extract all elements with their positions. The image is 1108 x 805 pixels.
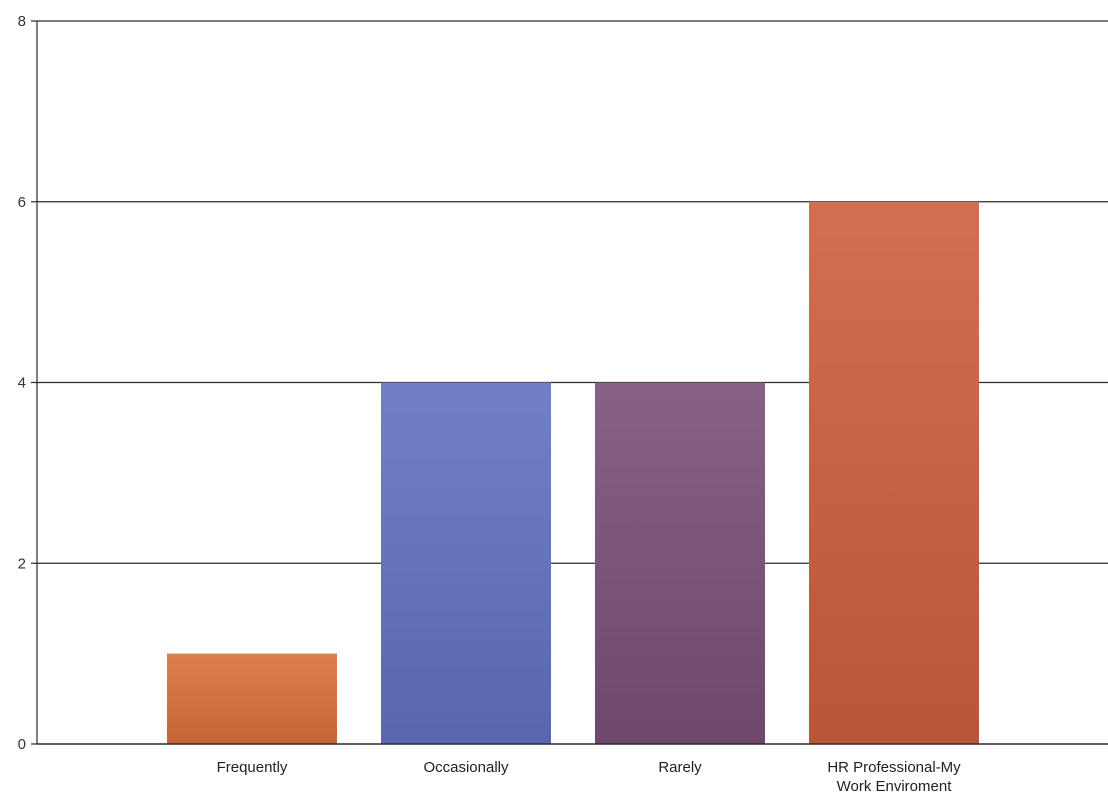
y-tick-label: 2 (18, 555, 26, 572)
x-tick-label-line: HR Professional-My (827, 759, 961, 776)
x-tick-label-line: Frequently (217, 759, 288, 776)
x-tick-label-line: Rarely (658, 759, 702, 776)
x-tick-label: Rarely (658, 759, 702, 776)
y-tick-label: 4 (18, 375, 26, 392)
bar-shade-3 (809, 201, 979, 744)
y-tick-label: 8 (18, 13, 26, 30)
y-tick-label: 6 (18, 194, 26, 211)
x-tick-label: HR Professional-My Work Enviroment (827, 759, 961, 795)
bars (167, 201, 979, 744)
bar-shade-2 (595, 382, 765, 744)
x-tick-label-line: Occasionally (423, 759, 509, 776)
x-tick-label: Frequently (217, 759, 288, 776)
x-tick-label-line: Work Enviroment (837, 778, 953, 795)
bar-shade-1 (381, 382, 551, 744)
bar-shade-0 (167, 653, 337, 744)
axes (31, 20, 1108, 745)
x-tick-label: Occasionally (423, 759, 509, 776)
axis-labels: 0 2 4 6 8 Frequently Occasionally Rarely HR Prof… (18, 13, 962, 795)
y-tick-label: 0 (18, 736, 26, 753)
